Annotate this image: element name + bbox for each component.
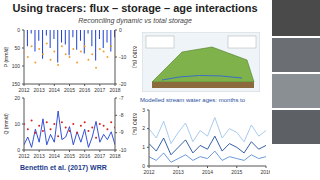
svg-text:2017: 2017 (94, 87, 105, 93)
svg-text:2015: 2015 (64, 153, 75, 159)
html-text:Modelled stream water ages: mo: Modelled stream water ages: months to (140, 97, 246, 103)
svg-text:2014: 2014 (202, 169, 213, 175)
svg-text:0: 0 (17, 27, 20, 33)
html-text:Benettin et al. (2017) WRR: Benettin et al. (2017) WRR (20, 164, 107, 171)
svg-text:2018: 2018 (109, 87, 120, 93)
svg-text:2017: 2017 (94, 153, 105, 159)
svg-text:1: 1 (142, 144, 145, 150)
svg-text:150: 150 (12, 81, 21, 87)
svg-text:2013: 2013 (173, 169, 184, 175)
svg-text:P (mm/d): P (mm/d) (8, 46, 9, 67)
svg-text:10: 10 (14, 121, 20, 127)
svg-text:20: 20 (14, 95, 20, 101)
html-text:Using tracers: flux – storage: Using tracers: flux – storage – age inte… (12, 2, 258, 14)
svg-text:0: 0 (17, 147, 20, 153)
svg-text:δ18O (‰): δ18O (‰) (132, 46, 137, 68)
svg-text:2018: 2018 (109, 153, 120, 159)
svg-text:2: 2 (142, 125, 145, 131)
svg-text:0: 0 (142, 163, 145, 169)
svg-text:2013: 2013 (34, 153, 45, 159)
svg-text:100: 100 (12, 63, 21, 69)
svg-text:2015: 2015 (231, 169, 242, 175)
svg-text:-8: -8 (119, 112, 124, 118)
svg-text:2012: 2012 (18, 153, 29, 159)
svg-text:2012: 2012 (18, 87, 29, 93)
svg-text:2014: 2014 (49, 87, 60, 93)
svg-text:2016: 2016 (79, 153, 90, 159)
svg-text:Q (mm/d): Q (mm/d) (8, 113, 9, 134)
svg-text:50: 50 (14, 45, 20, 51)
svg-text:-10: -10 (119, 54, 126, 60)
svg-text:2016: 2016 (260, 169, 270, 175)
html-text:Reconciling dynamic vs total s: Reconciling dynamic vs total storage (78, 17, 192, 24)
svg-text:3: 3 (142, 107, 145, 113)
svg-text:0: 0 (119, 27, 122, 33)
svg-text:-7: -7 (119, 95, 124, 101)
svg-text:2012: 2012 (143, 169, 154, 175)
svg-text:2016: 2016 (79, 87, 90, 93)
svg-text:-20: -20 (119, 81, 126, 87)
svg-text:2013: 2013 (34, 87, 45, 93)
svg-text:-10: -10 (119, 147, 126, 153)
svg-text:2014: 2014 (49, 153, 60, 159)
svg-text:2015: 2015 (64, 87, 75, 93)
svg-text:-9: -9 (119, 129, 124, 135)
svg-text:δ18O (‰): δ18O (‰) (132, 113, 137, 135)
